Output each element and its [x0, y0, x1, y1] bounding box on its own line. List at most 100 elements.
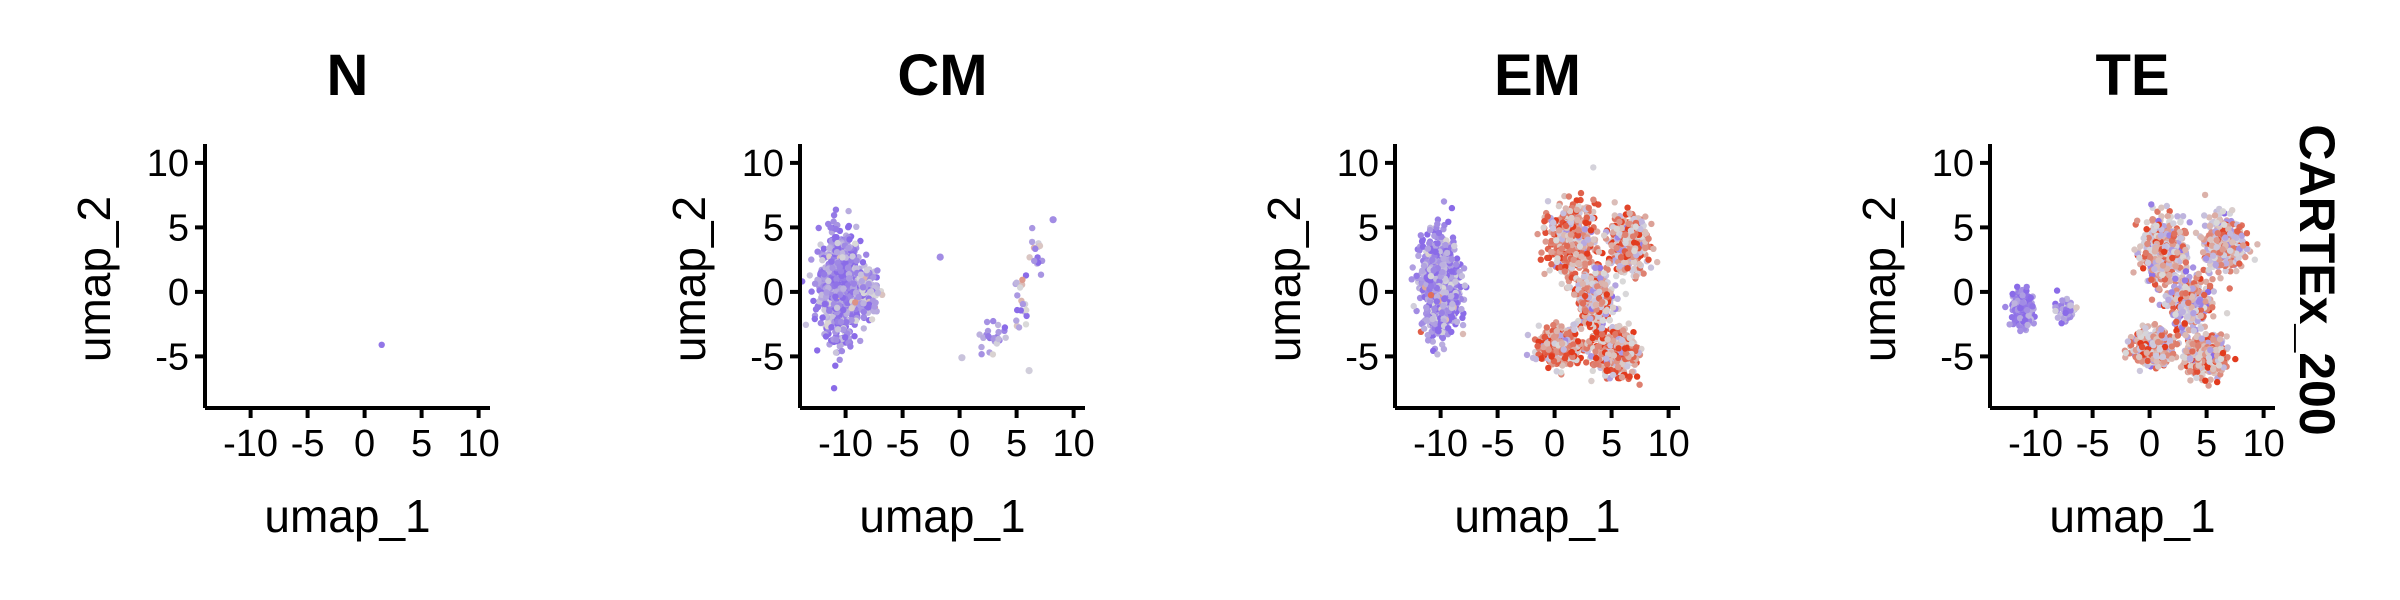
- data-point: [1626, 210, 1633, 217]
- data-point: [1606, 316, 1613, 323]
- data-point: [1430, 347, 1437, 354]
- data-point: [1001, 324, 1009, 331]
- data-point: [1645, 256, 1652, 263]
- data-point: [1019, 300, 1027, 308]
- data-point: [832, 206, 840, 213]
- data-point: [1571, 326, 1578, 333]
- data-point: [1542, 229, 1549, 236]
- data-point: [1549, 225, 1557, 232]
- data-point: [821, 300, 828, 308]
- data-point: [858, 277, 865, 285]
- data-point: [1595, 248, 1603, 256]
- data-point: [833, 281, 840, 288]
- data-point: [1627, 227, 1635, 234]
- data-point: [837, 318, 845, 326]
- data-point: [1582, 219, 1590, 227]
- data-point: [1538, 355, 1545, 362]
- data-point: [845, 224, 852, 231]
- data-point: [1621, 258, 1629, 266]
- data-point: [1553, 368, 1560, 375]
- data-point: [983, 318, 991, 326]
- data-point: [2242, 253, 2249, 261]
- data-point: [2145, 234, 2152, 242]
- data-point: [1025, 367, 1033, 375]
- data-point: [1619, 278, 1627, 285]
- data-point: [1636, 381, 1643, 388]
- data-point: [2130, 269, 2137, 276]
- data-point: [840, 306, 847, 314]
- data-point: [1550, 219, 1557, 226]
- data-point: [1562, 222, 1570, 229]
- data-point: [1410, 302, 1417, 310]
- data-point: [1568, 348, 1576, 356]
- data-point: [1592, 264, 1599, 271]
- x-tick-label: 5: [1601, 423, 1622, 465]
- data-point: [1578, 253, 1585, 260]
- data-point: [814, 347, 821, 354]
- data-point: [1584, 236, 1592, 243]
- data-point: [1452, 293, 1459, 300]
- data-point: [1538, 249, 1545, 256]
- data-point: [1598, 325, 1606, 332]
- data-point: [2062, 309, 2069, 317]
- data-point: [1588, 353, 1595, 360]
- y-tick-label: 0: [168, 272, 189, 314]
- data-point: [1587, 275, 1595, 282]
- data-point: [1029, 224, 1036, 232]
- panel-title: TE: [2095, 43, 2169, 108]
- data-point: [1618, 373, 1626, 381]
- x-axis-label: umap_1: [1454, 490, 1620, 542]
- data-point: [846, 236, 853, 243]
- data-point: [1592, 348, 1599, 355]
- data-point: [821, 306, 828, 314]
- data-point: [2189, 264, 2197, 271]
- data-point: [1546, 267, 1553, 274]
- data-point: [860, 314, 867, 321]
- data-point: [1438, 333, 1446, 340]
- data-point: [1419, 243, 1427, 250]
- data-point: [859, 259, 867, 266]
- data-point: [1049, 216, 1057, 224]
- x-tick-label: 5: [411, 423, 432, 465]
- data-point: [1642, 213, 1649, 220]
- data-point: [1015, 324, 1023, 331]
- data-point: [2166, 271, 2173, 279]
- data-point: [1440, 198, 1448, 205]
- data-point: [1583, 214, 1591, 221]
- data-point: [1559, 362, 1566, 369]
- data-point: [870, 308, 877, 315]
- data-point: [1427, 283, 1435, 290]
- data-point: [1574, 232, 1582, 239]
- data-point: [1002, 334, 1009, 341]
- data-point: [828, 324, 835, 331]
- data-point: [2159, 262, 2167, 269]
- data-point: [1563, 242, 1571, 250]
- data-point: [811, 280, 819, 287]
- data-point: [1451, 242, 1458, 250]
- data-point: [1413, 272, 1420, 279]
- data-point: [844, 282, 852, 289]
- data-point: [1619, 327, 1627, 334]
- data-point: [1448, 255, 1456, 263]
- data-point: [2157, 232, 2165, 239]
- data-point: [1617, 254, 1625, 261]
- data-point: [826, 307, 833, 314]
- data-point: [1631, 239, 1638, 246]
- data-point: [1440, 289, 1447, 296]
- x-tick-label: -10: [223, 423, 278, 465]
- data-point: [1638, 218, 1645, 225]
- data-point: [828, 258, 835, 265]
- data-point: [2149, 216, 2156, 223]
- data-point: [1587, 315, 1594, 322]
- data-point: [1429, 256, 1436, 263]
- data-point: [1594, 228, 1601, 235]
- data-point: [865, 301, 873, 308]
- data-point: [1590, 196, 1597, 203]
- data-point: [2201, 191, 2209, 199]
- data-point: [1603, 355, 1610, 362]
- data-point: [1604, 361, 1611, 368]
- data-point: [1427, 272, 1435, 280]
- data-point: [1587, 227, 1595, 234]
- data-point: [860, 308, 867, 316]
